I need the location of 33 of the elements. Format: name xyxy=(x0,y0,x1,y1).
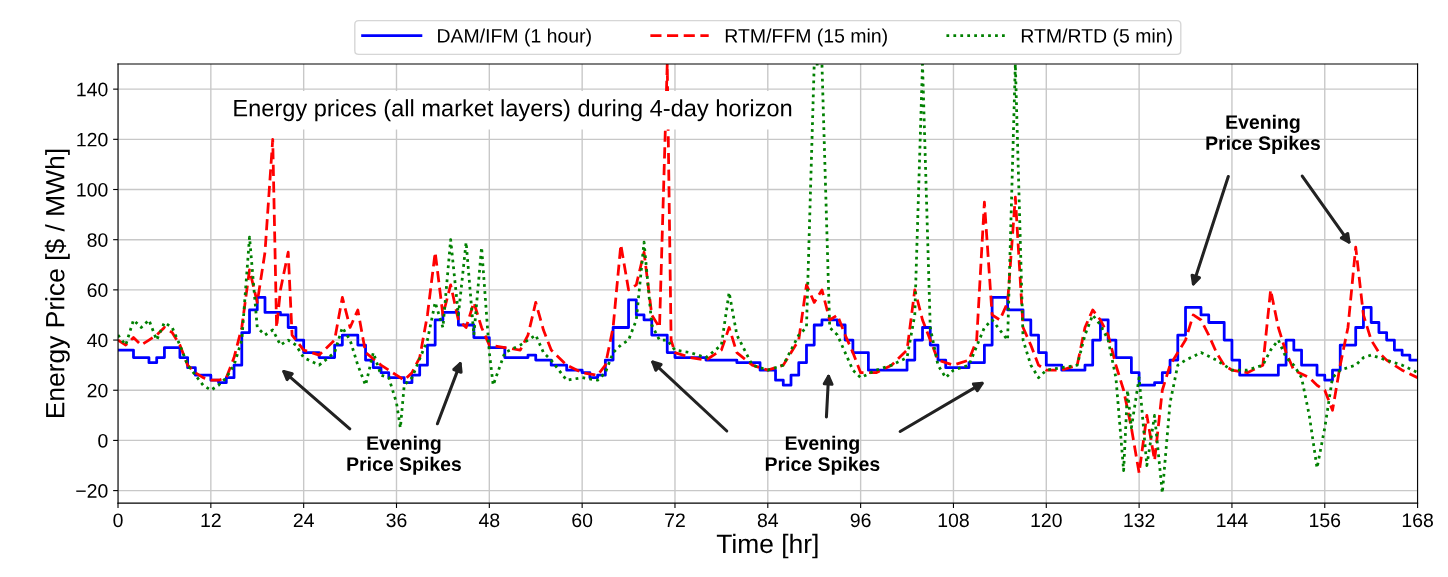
x-tick-label: 168 xyxy=(1402,513,1433,528)
x-tick-label: 72 xyxy=(665,513,685,527)
x-tick-label: 36 xyxy=(386,513,407,528)
y-axis-title: Energy Price [$ / MWh] xyxy=(44,149,70,418)
x-tick-label: 96 xyxy=(850,513,871,528)
x-tick-label: 60 xyxy=(572,513,593,528)
y-tick-label: 100 xyxy=(77,182,108,197)
y-tick-label: 80 xyxy=(87,233,108,247)
legend-label: RTM/RTD (5 min) xyxy=(1021,28,1172,47)
legend-label: RTM/FFM (15 min) xyxy=(725,28,887,47)
x-tick-label: 144 xyxy=(1217,513,1248,527)
x-tick-label: 132 xyxy=(1124,513,1155,528)
x-tick-label: 156 xyxy=(1310,513,1341,528)
x-tick-label: 24 xyxy=(293,513,314,527)
x-tick-label: 0 xyxy=(113,513,123,528)
x-tick-label: 48 xyxy=(478,513,500,528)
y-tick-label: 40 xyxy=(87,333,108,348)
x-tick-label: 12 xyxy=(201,513,221,527)
legend-label: DAM/IFM (1 hour) xyxy=(438,28,591,47)
annotation: Evening Price Spikes xyxy=(347,435,461,475)
x-axis-title: Time [hr] xyxy=(716,533,818,559)
x-tick-label: 84 xyxy=(757,513,779,528)
y-tick-label: 20 xyxy=(87,383,108,398)
y-tick-label: 0 xyxy=(98,433,108,448)
y-tick-label: 120 xyxy=(77,132,108,147)
annotation: Evening Price Spikes xyxy=(765,435,880,475)
x-tick-label: 108 xyxy=(938,513,969,528)
y-tick-label: −20 xyxy=(76,484,108,498)
y-tick-label: 140 xyxy=(77,82,108,97)
y-tick-label: 60 xyxy=(87,283,108,298)
x-tick-label: 120 xyxy=(1031,513,1062,528)
text: Energy prices (all market layers) during 4-day horizon xyxy=(234,99,792,122)
annotation: Evening Price Spikes xyxy=(1206,114,1320,154)
